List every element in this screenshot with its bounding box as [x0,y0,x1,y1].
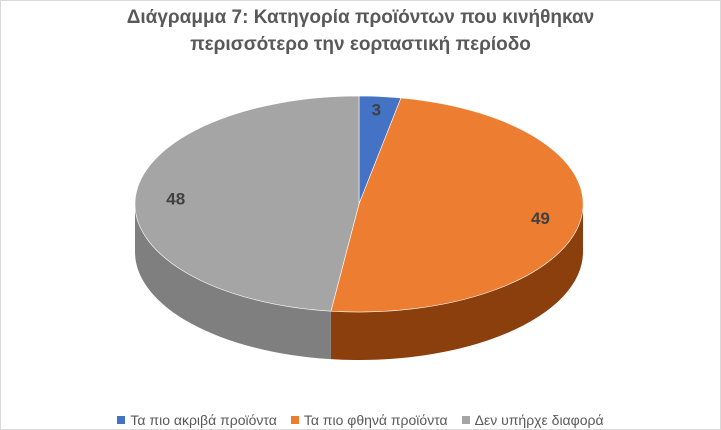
legend-swatch-expensive [117,416,126,424]
chart-title: Διάγραμμα 7: Κατηγορία προϊόντων που κιν… [0,4,721,58]
legend: Τα πιο ακριβά προϊόντα Τα πιο φθηνά προϊ… [0,410,721,430]
legend-item-cheap: Τα πιο φθηνά προϊόντα [290,412,448,428]
data-label-expensive: 3 [372,100,381,119]
legend-label-no-difference: Δεν υπήρχε διαφορά [474,412,604,428]
chart-title-line-2: περισσότερο την εορταστική περίοδο [190,34,531,55]
pie-tops-group [134,95,584,313]
pie-data-labels-group: 3 49 48 [166,100,550,227]
pie-sides-group [135,204,583,361]
legend-label-expensive: Τα πιο ακριβά προϊόντα [130,412,277,428]
chart-title-line-1: Διάγραμμα 7: Κατηγορία προϊόντων που κιν… [126,7,595,28]
pie-slice-no-difference [134,95,360,312]
pie-side-no-difference [135,204,331,360]
legend-item-expensive: Τα πιο ακριβά προϊόντα [117,412,277,428]
legend-item-no-difference: Δεν υπήρχε διαφορά [461,412,604,428]
data-label-no-difference: 48 [166,189,185,208]
pie-side-cheap [330,204,583,361]
legend-swatch-no-difference [461,416,470,424]
data-label-cheap: 49 [531,209,550,228]
legend-swatch-cheap [290,416,299,424]
legend-label-cheap: Τα πιο φθηνά προϊόντα [303,412,448,428]
pie-slice-cheap [330,97,584,313]
